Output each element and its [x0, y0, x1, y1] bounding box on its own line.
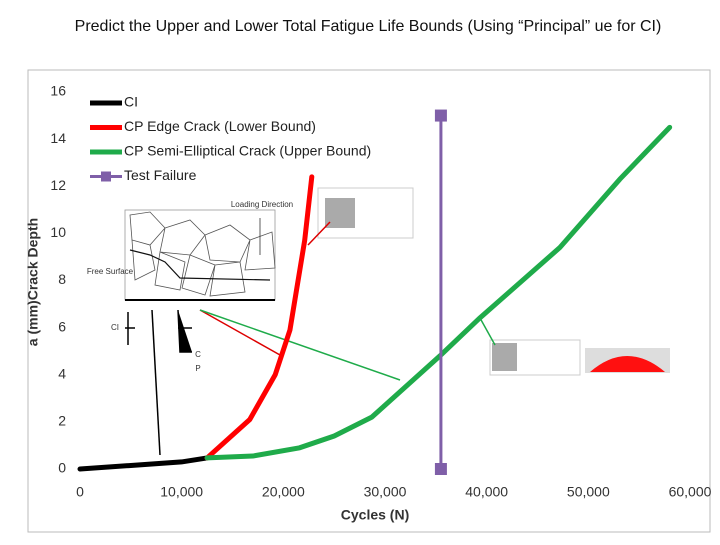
series-line: [204, 124, 673, 461]
y-axis-label: a (mm)Crack Depth: [25, 218, 41, 346]
y-tick-label: 16: [50, 83, 66, 99]
annotation: C: [195, 350, 201, 359]
series-line: [77, 455, 210, 472]
y-tick-label: 14: [50, 130, 66, 146]
y-tick-label: 0: [58, 460, 66, 476]
y-tick-label: 2: [58, 413, 66, 429]
y-tick-label: 4: [58, 365, 66, 381]
y-tick-label: 6: [58, 318, 66, 334]
annotation: Free Surface: [87, 267, 134, 276]
x-tick-label: 60,000: [669, 484, 712, 500]
y-tick-label: 10: [50, 224, 66, 240]
chart-frame: [27, 69, 711, 533]
marker: [434, 463, 447, 475]
x-tick-label: 30,000: [364, 484, 407, 500]
annotation: CI: [111, 323, 119, 332]
x-tick-label: 40,000: [465, 484, 508, 500]
y-tick-label: 8: [58, 271, 66, 287]
annotation: Loading Direction: [231, 200, 293, 209]
legend-label: Test Failure: [124, 167, 197, 183]
x-tick-label: 20,000: [262, 484, 305, 500]
series-line: [204, 174, 315, 461]
legend-label: CP Edge Crack (Lower Bound): [124, 118, 316, 134]
marker: [434, 109, 447, 122]
y-tick-label: 12: [50, 177, 66, 193]
x-tick-label: 50,000: [567, 484, 610, 500]
x-tick-label: 10,000: [160, 484, 203, 500]
micrograph: [124, 209, 276, 301]
legend-label: CP Semi-Elliptical Crack (Upper Bound): [124, 143, 371, 159]
x-axis-label: Cycles (N): [341, 507, 409, 523]
x-tick-label: 0: [76, 484, 84, 500]
legend-marker: [101, 171, 111, 182]
thumbnail: [317, 187, 670, 376]
chart-title: Predict the Upper and Lower Total Fatigu…: [75, 18, 662, 35]
arrows: [125, 221, 496, 456]
annotation: P: [195, 364, 200, 373]
legend-label: CI: [124, 94, 138, 110]
